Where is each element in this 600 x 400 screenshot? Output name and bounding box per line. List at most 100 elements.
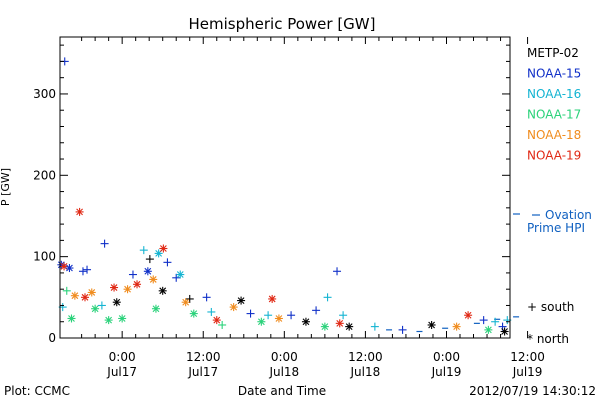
plot-border [59,36,511,339]
reference-legend-label: Ovation [545,208,592,222]
north-point [65,264,74,273]
x-tick-date-label: Jul18 [350,365,381,379]
south-point [128,270,137,279]
plot-timestamp: 2012/07/19 14:30:12 [469,384,596,398]
plot-source-label: Plot: CCMC [4,384,70,398]
north-point [212,316,221,325]
x-tick-time-label: 0:00 [271,350,298,364]
north-point [229,303,238,312]
south-point [398,325,407,334]
north-point [110,283,119,292]
marker-legend: + south * north [527,300,574,346]
south-point [312,306,321,315]
north-point [181,298,190,307]
legend-entry: METP-02 [527,46,579,60]
north-point [133,280,142,289]
legend-entry: NOAA-17 [527,108,581,122]
y-ticks: 0 100 200 300 [33,44,510,345]
south-point [185,294,194,303]
north-point [112,298,121,307]
south-point [172,273,181,282]
y-axis-label: P [GW] [0,168,12,206]
x-tick-time-label: 0:00 [109,350,136,364]
series-legend: METP-02 NOAA-15 NOAA-16 NOAA-17 NOAA-18 NOAA-… [527,46,581,163]
south-point [264,311,273,320]
legend-entry: NOAA-15 [527,67,581,81]
north-point [87,288,96,297]
marker-legend-entry: + south [527,300,574,314]
x-axis-label: Date and Time [238,384,326,398]
north-point [158,286,167,295]
legend-entry: NOAA-18 [527,128,581,142]
south-point [145,255,154,264]
north-point [159,244,168,253]
north-point [427,320,436,329]
south-point [97,301,106,310]
south-point [339,311,348,320]
north-point [301,317,310,326]
north-point [75,207,84,216]
north-point [67,314,76,323]
south-point [246,309,255,318]
south-point [139,246,148,255]
south-point [370,322,379,331]
plot-frame [59,36,511,339]
north-point [176,270,185,279]
north-point [118,314,127,323]
south-point [78,267,87,276]
south-point [323,293,332,302]
north-point [143,267,152,276]
x-tick-date-label: Jul19 [512,365,543,379]
south-point [62,286,71,295]
north-point [70,291,79,300]
north-point [151,304,160,313]
x-tick-time-label: 0:00 [433,350,460,364]
north-point [237,296,246,305]
y-tick: 100 [33,250,510,264]
north-point [104,316,113,325]
south-point [163,258,172,267]
north-point [464,311,473,320]
x-tick-time-label: 12:00 [510,350,545,364]
legend-entry: NOAA-19 [527,149,581,163]
chart-title: Hemispheric Power [GW] [189,15,376,33]
south-point [83,265,92,274]
north-point [268,294,277,303]
south-point [287,311,296,320]
north-point [91,304,100,313]
north-point [452,322,461,331]
x-tick-date-label: Jul17 [106,365,137,379]
x-ticks: 0:00Jul1712:00Jul170:00Jul1812:00Jul180:… [81,37,545,379]
y-tick-label: 0 [48,331,56,345]
x-tick-date-label: Jul18 [268,365,299,379]
x-tick-time-label: 12:00 [186,350,221,364]
south-point [207,307,216,316]
y-tick-label: 200 [33,168,56,182]
legend-entry: NOAA-16 [527,87,581,101]
south-point [218,320,227,329]
north-point [500,327,509,336]
x-tick-date-label: Jul19 [431,365,462,379]
north-point [81,293,89,302]
north-point [154,249,163,258]
south-point [491,317,500,326]
north-point [257,317,266,326]
south-point [202,293,211,302]
x-tick-time-label: 12:00 [348,350,383,364]
reference-series [386,316,520,333]
north-point [274,314,283,323]
north-point [149,275,158,284]
north-point [189,309,198,318]
reference-legend-label: Prime HPI [527,221,585,235]
north-point [320,322,329,331]
south-point [333,267,342,276]
y-tick-label: 100 [33,250,56,264]
y-tick: 300 [33,87,510,101]
north-point [60,262,69,271]
